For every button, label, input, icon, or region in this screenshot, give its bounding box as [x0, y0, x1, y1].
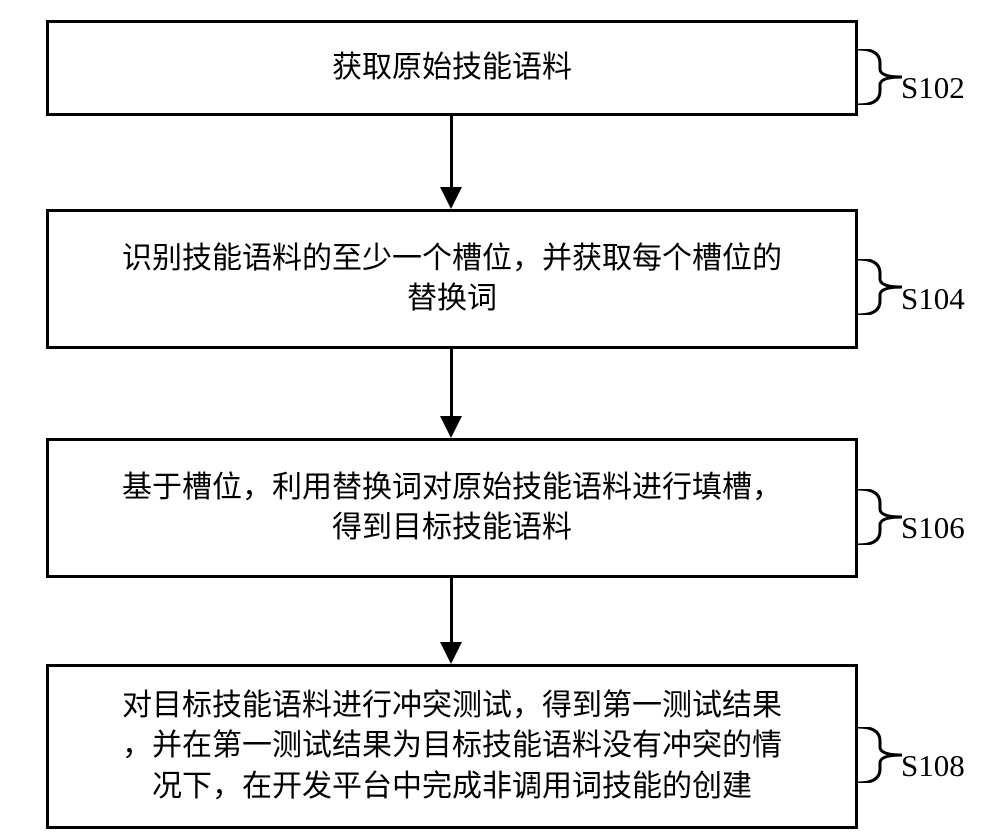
flow-arrow-head	[440, 187, 462, 209]
flowchart-canvas: 获取原始技能语料 S102 识别技能语料的至少一个槽位，并获取每个槽位的 替换词…	[0, 0, 1000, 840]
step-label-s102: S102	[901, 70, 965, 106]
flow-node-text: 对目标技能语料进行冲突测试，得到第一测试结果 ，并在第一测试结果为目标技能语料没…	[122, 686, 782, 808]
flow-node-s108: 对目标技能语料进行冲突测试，得到第一测试结果 ，并在第一测试结果为目标技能语料没…	[46, 664, 858, 829]
flow-arrow-head	[440, 416, 462, 438]
brace-s108	[858, 727, 902, 783]
brace-s104	[858, 259, 902, 315]
flow-node-text: 获取原始技能语料	[332, 48, 572, 89]
brace-s102	[858, 49, 902, 105]
step-label-s106: S106	[901, 510, 965, 546]
flow-arrow	[450, 578, 453, 644]
flow-arrow	[450, 116, 453, 189]
brace-s106	[858, 489, 902, 545]
flow-node-text: 基于槽位，利用替换词对原始技能语料进行填槽， 得到目标技能语料	[122, 468, 782, 549]
flow-arrow	[450, 349, 453, 418]
flow-node-s102: 获取原始技能语料	[46, 20, 858, 116]
flow-arrow-head	[440, 642, 462, 664]
flow-node-s106: 基于槽位，利用替换词对原始技能语料进行填槽， 得到目标技能语料	[46, 438, 858, 578]
flow-node-s104: 识别技能语料的至少一个槽位，并获取每个槽位的 替换词	[46, 209, 858, 349]
step-label-s104: S104	[901, 281, 965, 317]
flow-node-text: 识别技能语料的至少一个槽位，并获取每个槽位的 替换词	[122, 239, 782, 320]
step-label-s108: S108	[901, 748, 965, 784]
